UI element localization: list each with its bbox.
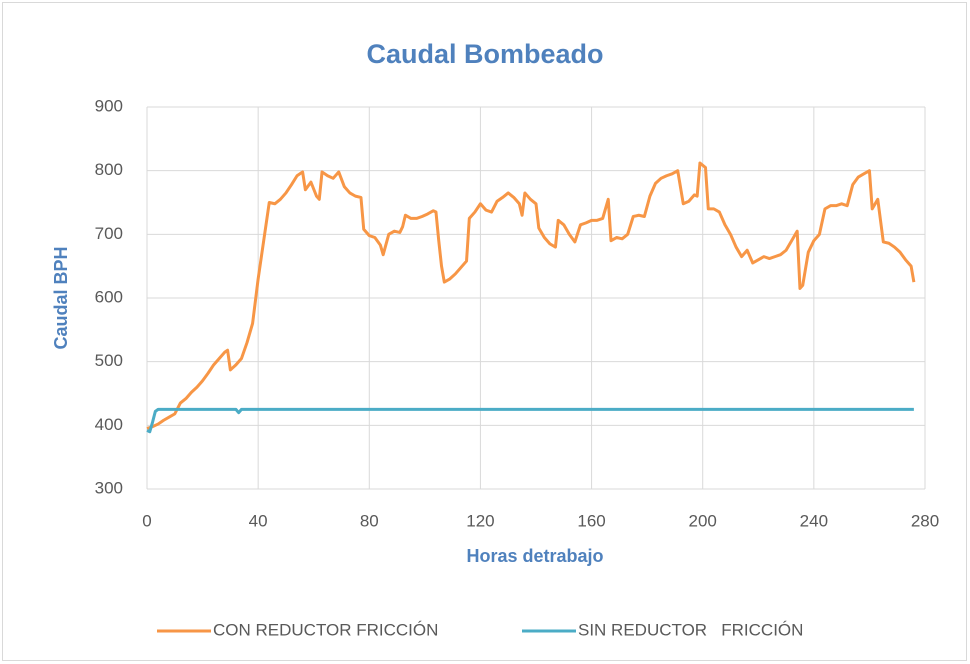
y-tick-label: 700: [95, 224, 123, 243]
x-tick-label: 80: [360, 511, 379, 530]
line-series: [146, 407, 914, 434]
x-tick-label: 240: [800, 511, 828, 530]
y-tick-label: 600: [95, 287, 123, 306]
x-tick-label: 40: [249, 511, 268, 530]
chart-title: Caudal Bombeado: [366, 39, 603, 69]
y-tick-label: 300: [95, 478, 123, 497]
legend-label: CON REDUCTOR FRICCIÓN: [213, 620, 438, 639]
y-tick-label: 900: [95, 96, 123, 115]
x-tick-label: 160: [577, 511, 605, 530]
x-axis-label: Horas detrabajo: [466, 546, 603, 566]
line-series: [146, 161, 916, 430]
y-tick-label: 400: [95, 415, 123, 434]
x-tick-label: 0: [142, 511, 151, 530]
x-tick-label: 280: [911, 511, 939, 530]
x-tick-label: 200: [689, 511, 717, 530]
y-tick-label: 500: [95, 351, 123, 370]
y-axis-label: Caudal BPH: [51, 246, 71, 349]
x-tick-label: 120: [466, 511, 494, 530]
legend-label: SIN REDUCTOR FRICCIÓN: [578, 620, 803, 639]
y-tick-label: 800: [95, 160, 123, 179]
